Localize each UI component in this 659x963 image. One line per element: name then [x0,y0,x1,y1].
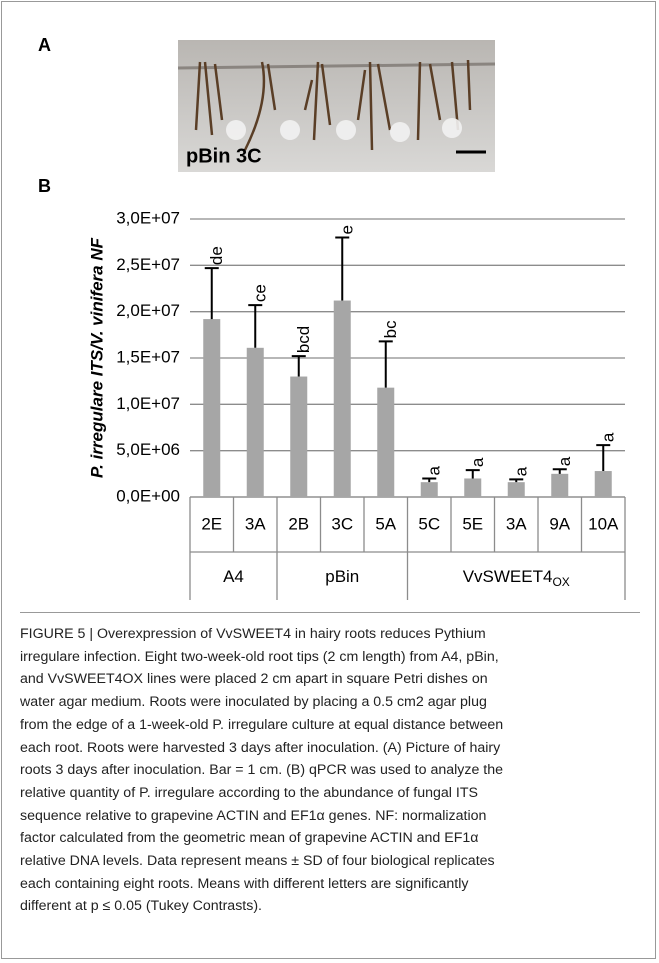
bar [507,482,525,497]
y-tick-label: 2,0E+07 [116,301,180,320]
x-tick-label: 2E [201,514,222,533]
caption: FIGURE 5 | Overexpression of VvSWEET4 in… [20,612,640,918]
x-tick-label: 3A [245,514,266,533]
error-bar [335,236,350,301]
significance-letter: a [468,457,487,467]
error-bar [422,477,437,483]
y-tick-label: 3,0E+07 [116,208,180,227]
caption-line: relative quantity of P. irregulare accor… [20,784,478,801]
y-tick-label: 5,0E+06 [116,440,180,459]
error-bar [204,267,219,320]
photo: pBin 3C [177,40,496,172]
caption-line: FIGURE 5 | Overexpression of VvSWEET4 in… [20,626,486,642]
caption-line: relative DNA levels. Data represent mean… [20,853,495,870]
x-tick-label: 5C [418,514,440,533]
significance-letter: bc [381,320,400,338]
caption-line: and VvSWEET4OX lines were placed 2 cm ap… [20,671,488,688]
group-name: VvSWEET4 [463,567,553,586]
significance-letter: de [207,246,226,265]
significance-letter: a [599,432,618,442]
caption-line: each root. Roots were harvested 3 days a… [20,739,501,756]
panel-label: A [38,35,51,55]
photo-label: pBin 3C [186,145,262,167]
x-tick-label: 10A [588,514,619,533]
group-label-text: VvSWEET4OX [463,567,570,589]
group-label-text: A4 [223,567,244,586]
caption-line: each containing eight roots. Means with … [20,875,469,892]
significance-letter: a [512,466,531,476]
x-tick-label: 5A [375,514,396,533]
error-bar [552,468,567,474]
caption-line: sequence relative to grapevine ACTIN and… [20,807,487,824]
bar [420,482,438,497]
significance-letter: a [425,465,444,475]
bar [594,471,612,497]
group-subscript: OX [552,575,569,589]
error-bar [465,469,480,479]
significance-letter: ce [251,284,270,302]
bar [203,319,221,497]
bar [464,478,482,497]
x-tick-label: 5E [462,514,483,533]
bar [333,300,351,497]
group-label: pBin [325,567,359,586]
group-label-text: pBin [325,567,359,586]
error-bar [291,355,306,377]
group-name: A4 [223,567,244,586]
caption-line: different at p ≤ 0.05 (Tukey Contrasts). [20,898,262,915]
error-bar [596,444,611,472]
bar [551,473,569,497]
significance-letter: e [338,225,357,234]
caption-line: irregulare infection. Eight two-week-old… [20,648,499,665]
group-label: VvSWEET4OX [463,567,570,589]
bar [290,376,308,497]
group-name: pBin [325,567,359,586]
error-bar [248,304,263,348]
caption-line: roots 3 days after inoculation. Bar = 1 … [20,762,504,779]
bar [246,347,264,497]
y-tick-label: 1,0E+07 [116,394,180,413]
caption-line: water agar medium. Roots were inoculated… [20,694,487,711]
x-tick-label: 3C [331,514,353,533]
x-tick-label: 2B [288,514,309,533]
y-tick-label: 2,5E+07 [116,255,180,274]
error-bar [509,478,524,483]
significance-letter: bcd [294,326,313,353]
error-bar [378,340,393,388]
figure: A B pBin 3C 0,0E+00 5,0E+06 1,0E+07 1,5E+07… [38,35,626,600]
caption-line: factor calculated from the geometric mea… [20,830,479,847]
y-tick-label: 1,5E+07 [116,347,180,366]
x-tick-label: 3A [506,514,527,533]
panel-label: B [38,176,51,196]
x-tick-label: 9A [549,514,570,533]
bar [377,387,395,497]
y-tick-label: 0,0E+00 [116,486,180,505]
y-axis-title: P. irregulare ITS/V. vinifera NF [87,237,106,478]
group-label: A4 [223,567,244,586]
significance-letter: a [555,456,574,466]
caption-line: from the edge of a 1-week-old P. irregul… [20,716,504,733]
